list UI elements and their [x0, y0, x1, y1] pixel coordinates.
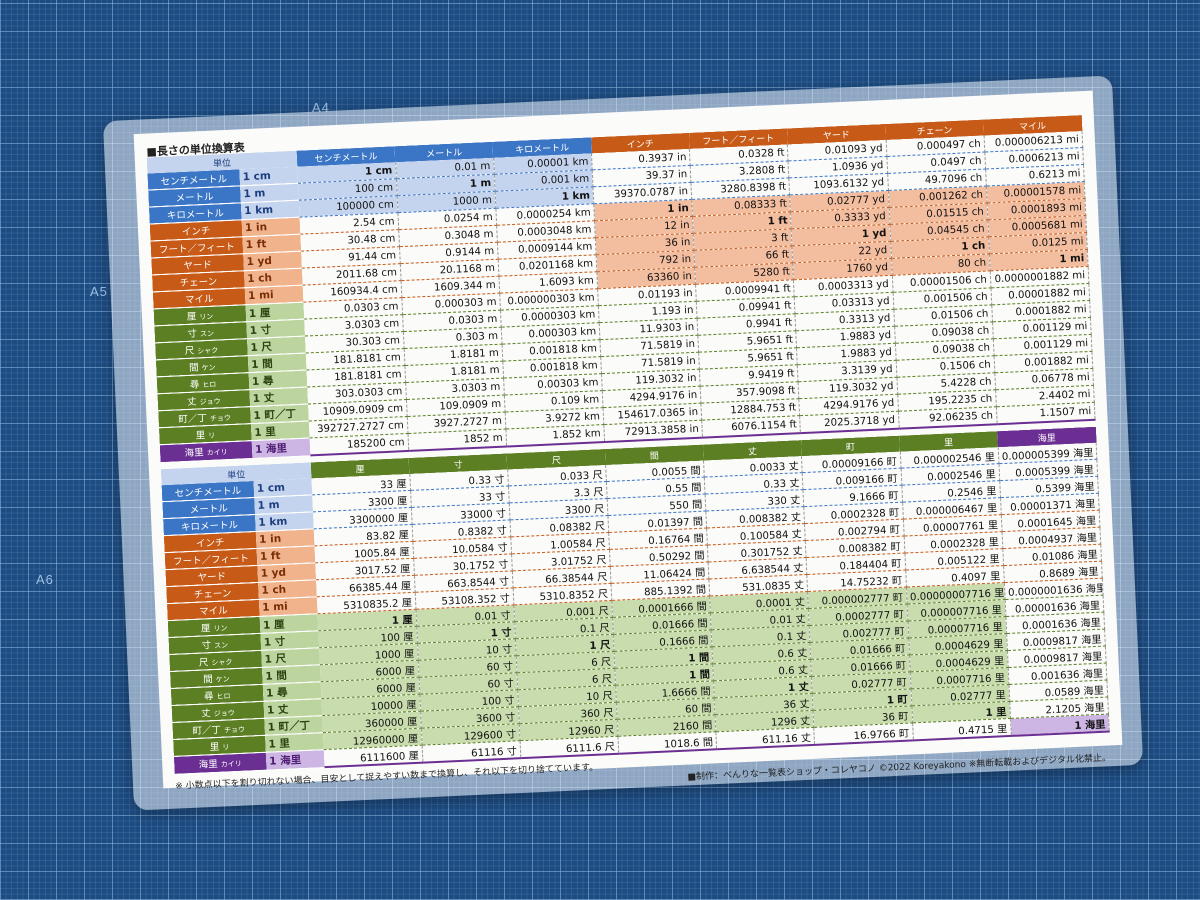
- row-unit-reading: チョウ: [209, 413, 232, 423]
- row-unit-name-text: 間: [203, 674, 214, 686]
- row-unit-name-text: 尋: [203, 691, 214, 703]
- conversion-sheet: ■長さの単位換算表 単位 センチメートル メートル キロメートル インチ フート／フィート…: [133, 90, 1123, 792]
- row-unit-name-text: 尺: [184, 345, 195, 358]
- row-unit-name-text: 里: [195, 430, 206, 442]
- top-conversion-table: 単位 センチメートル メートル キロメートル インチ フート／フィート ヤード チェーン マイル…: [146, 115, 1096, 463]
- row-unit-name-text: 寸: [201, 640, 212, 652]
- row-unit-reading: ヒロ: [202, 380, 217, 390]
- row-unit-name-text: マイル: [184, 293, 214, 306]
- row-unit-reading: リン: [199, 312, 214, 322]
- row-unit-name-text: ヤード: [197, 571, 227, 584]
- row-unit-name-text: 海里: [184, 447, 204, 460]
- conversion-cell: 1 海里: [1010, 713, 1110, 736]
- row-unit-name-text: センチメートル: [174, 485, 242, 500]
- row-unit-value: 1 海里: [251, 437, 311, 459]
- row-unit-name-text: 里: [209, 741, 220, 754]
- row-unit-name-text: 海里: [198, 759, 219, 772]
- bottom-conversion-table: 単位厘寸尺間丈町里海里 センチメートル 1 cm 33 厘 0.33 寸 0.033 尺…: [160, 426, 1110, 775]
- conversion-cell: 6111.6 尺: [519, 736, 619, 759]
- row-unit-name-text: 尋: [189, 379, 200, 391]
- row-unit-name-text: チェーン: [179, 276, 218, 290]
- row-unit-name: 海里 カイリ: [173, 752, 267, 774]
- conversion-cell: 0.4715 里: [912, 718, 1012, 741]
- row-unit-reading: シャク: [197, 346, 219, 356]
- row-unit-reading: スン: [199, 329, 215, 339]
- row-unit-reading: ヒロ: [216, 692, 231, 701]
- row-unit-reading: リ: [207, 431, 216, 441]
- row-unit-name-text: キロメートル: [166, 208, 225, 222]
- conversion-cell: 6111600 厘: [323, 745, 423, 768]
- row-unit-reading: ジョウ: [213, 709, 235, 719]
- row-unit-name-text: 厘: [200, 623, 211, 635]
- row-unit-reading: リン: [213, 624, 228, 633]
- conversion-cell: 611.16 丈: [716, 727, 815, 750]
- row-unit-reading: ジョウ: [199, 397, 221, 407]
- row-unit-reading: スン: [214, 641, 229, 650]
- row-unit-name-text: メートル: [175, 191, 214, 205]
- row-unit-reading: ケン: [215, 675, 230, 684]
- row-unit-name-text: ヤード: [183, 259, 213, 272]
- row-unit-name-text: 丈: [201, 708, 212, 720]
- row-unit-name-text: 町／丁: [178, 413, 208, 426]
- row-unit-name-text: 寸: [187, 328, 198, 340]
- row-unit-reading: カイリ: [220, 760, 243, 770]
- row-unit-name-text: 町／丁: [192, 724, 222, 738]
- row-unit-name-text: キロメートル: [180, 519, 239, 534]
- row-unit-name-text: マイル: [198, 605, 228, 618]
- row-unit-reading: リ: [222, 743, 230, 752]
- conversion-cell: 61116 寸: [421, 740, 521, 763]
- row-unit-name-text: インチ: [181, 225, 211, 239]
- row-unit-name-text: 丈: [186, 396, 197, 408]
- row-unit-name-text: 厘: [186, 311, 197, 323]
- row-unit-value: 1 海里: [265, 749, 325, 770]
- row-unit-name-text: チェーン: [193, 588, 232, 601]
- mat-label-a6: A6: [36, 572, 54, 587]
- mat-label-a5: A5: [90, 284, 108, 299]
- row-unit-reading: シャク: [211, 658, 233, 668]
- row-unit-name-text: 間: [188, 362, 199, 374]
- row-unit-reading: チョウ: [223, 725, 246, 735]
- row-unit-reading: ケン: [201, 363, 216, 373]
- row-unit-reading: カイリ: [206, 448, 228, 458]
- conversion-cell: 16.9766 町: [814, 722, 913, 745]
- conversion-cell: 1018.6 間: [617, 731, 717, 754]
- row-unit-name-text: インチ: [195, 537, 225, 550]
- row-unit-name-text: メートル: [189, 503, 228, 516]
- row-unit-name-text: 尺: [198, 657, 209, 669]
